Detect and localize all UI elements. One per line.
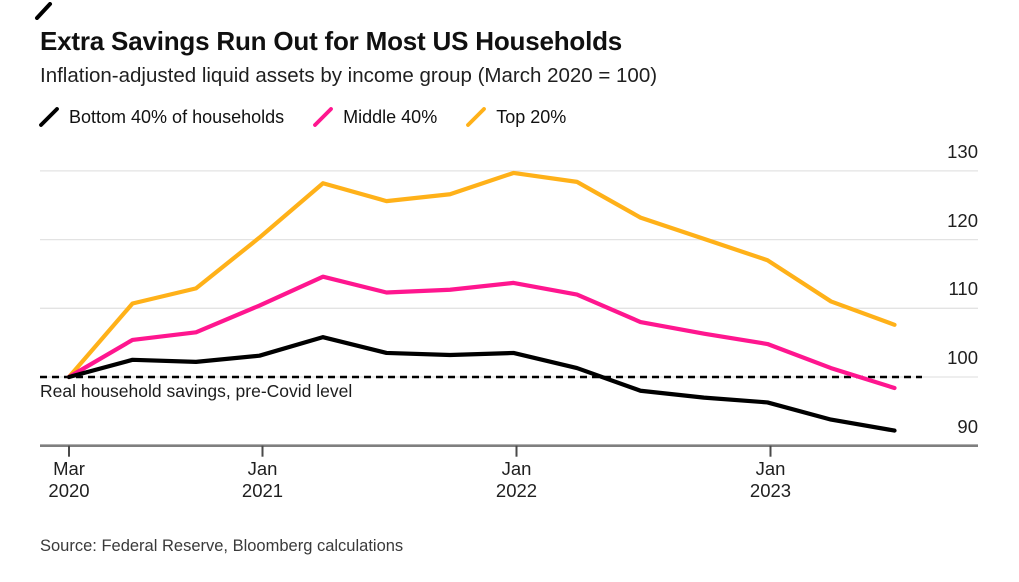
baseline-annotation: Real household savings, pre-Covid level (40, 381, 353, 401)
legend-label: Top 20% (496, 106, 567, 127)
series-line-middle-40- (66, 274, 897, 391)
y-tick-label: 100 (947, 347, 978, 368)
y-tick-label: 110 (948, 278, 979, 300)
bloomberg-slash-mark (35, 2, 52, 20)
chart-subtitle: Inflation-adjusted liquid assets by inco… (40, 64, 658, 87)
source-note: Source: Federal Reserve, Bloomberg calcu… (40, 537, 404, 555)
series-line-top-20- (66, 170, 897, 380)
y-tick-label: 130 (947, 140, 978, 162)
x-tick-label: Mar 2020 (48, 458, 90, 501)
legend-item-middle-40-: Middle 40% (312, 106, 437, 128)
legend-swatch-icon (39, 107, 59, 127)
legend-label: Bottom 40% of households (69, 106, 285, 127)
legend-item-bottom-40-of-households: Bottom 40% of households (38, 106, 284, 128)
y-tick-label: 120 (947, 209, 978, 231)
legend-swatch-icon (313, 107, 334, 127)
legend-swatch-icon (466, 107, 487, 127)
legend: Bottom 40% of households Middle 40% Top 20… (38, 106, 594, 128)
legend-item-top-20-: Top 20% (465, 106, 566, 128)
chart-title: Extra Savings Run Out for Most US Househ… (40, 26, 623, 56)
legend-label: Middle 40% (343, 106, 438, 127)
x-tick-label: Jan 2022 (495, 458, 538, 501)
y-tick-label: 90 (957, 415, 978, 437)
series-line-bottom-40-of-households (66, 335, 897, 433)
x-tick-label: Jan 2023 (749, 458, 792, 501)
x-tick-label: Jan 2021 (241, 458, 284, 501)
